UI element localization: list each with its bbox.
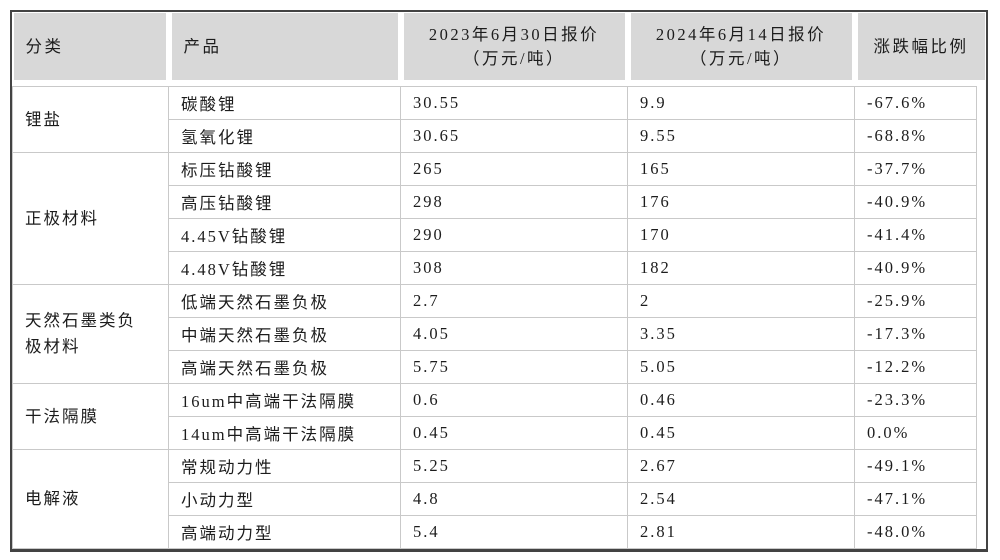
price-2023-cell: 290 (400, 218, 628, 252)
price-table: 分类 产品 2023年6月30日报价 （万元/吨） 2024年6月14日报价 (12, 12, 985, 549)
price-2023-cell: 308 (400, 251, 628, 285)
price-2024-cell: 2.81 (627, 515, 855, 549)
change-cell: 0.0% (854, 416, 977, 450)
change-cell: -48.0% (854, 515, 977, 549)
header-price-2024: 2024年6月14日报价 （万元/吨） (627, 12, 855, 87)
table-row: 高压钻酸锂 298 176 -40.9% (13, 185, 977, 219)
header-category-label: 分类 (25, 36, 64, 56)
table-row: 氢氧化锂 30.65 9.55 -68.8% (13, 119, 977, 153)
price-2023-cell: 298 (400, 185, 628, 219)
header-price-2023: 2023年6月30日报价 （万元/吨） (400, 12, 628, 87)
category-cell: 天然石墨类负极材料 (12, 284, 169, 384)
change-cell: -37.7% (854, 152, 977, 186)
category-cell: 正极材料 (12, 152, 169, 285)
change-cell: -40.9% (854, 185, 977, 219)
price-2023-cell: 4.05 (400, 317, 628, 351)
price-2024-cell: 5.05 (627, 350, 855, 384)
change-cell: -25.9% (854, 284, 977, 318)
price-2023-cell: 5.25 (400, 449, 628, 483)
change-cell: -41.4% (854, 218, 977, 252)
table-row: 14um中高端干法隔膜 0.45 0.45 0.0% (13, 416, 977, 450)
price-2024-cell: 9.55 (627, 119, 855, 153)
header-price-2023-unit: （万元/吨） (462, 48, 566, 68)
header-price-2024-unit: （万元/吨） (689, 48, 793, 68)
product-cell: 4.45V钻酸锂 (168, 218, 401, 252)
header-category: 分类 (12, 12, 169, 87)
price-2024-cell: 2.67 (627, 449, 855, 483)
change-cell: -23.3% (854, 383, 977, 417)
change-cell: -12.2% (854, 350, 977, 384)
header-row: 分类 产品 2023年6月30日报价 （万元/吨） 2024年6月14日报价 (12, 12, 985, 87)
product-cell: 高端天然石墨负极 (168, 350, 401, 384)
price-2024-cell: 182 (627, 251, 855, 285)
product-cell: 氢氧化锂 (168, 119, 401, 153)
product-cell: 14um中高端干法隔膜 (168, 416, 401, 450)
change-cell: -49.1% (854, 449, 977, 483)
price-2024-cell: 0.46 (627, 383, 855, 417)
price-2024-cell: 2 (627, 284, 855, 318)
price-2024-cell: 9.9 (627, 86, 855, 120)
table-row: 高端动力型 5.4 2.81 -48.0% (13, 515, 977, 549)
table-row: 正极材料 标压钻酸锂 265 165 -37.7% (12, 152, 977, 285)
price-2024-cell: 3.35 (627, 317, 855, 351)
price-2024-cell: 2.54 (627, 482, 855, 516)
product-cell: 碳酸锂 (168, 86, 401, 120)
price-comparison-table: 分类 产品 2023年6月30日报价 （万元/吨） 2024年6月14日报价 (10, 10, 988, 552)
price-2023-cell: 30.55 (400, 86, 628, 120)
change-cell: -17.3% (854, 317, 977, 351)
header-product: 产品 (168, 12, 401, 87)
product-cell: 高压钻酸锂 (168, 185, 401, 219)
table-row: 4.48V钻酸锂 308 182 -40.9% (13, 251, 977, 285)
product-cell: 高端动力型 (168, 515, 401, 549)
header-price-2023-title: 2023年6月30日报价 (428, 24, 600, 44)
header-price-2024-title: 2024年6月14日报价 (655, 24, 827, 44)
change-cell: -47.1% (854, 482, 977, 516)
price-2024-cell: 176 (627, 185, 855, 219)
price-2023-cell: 4.8 (400, 482, 628, 516)
price-2023-cell: 0.6 (400, 383, 628, 417)
price-2024-cell: 170 (627, 218, 855, 252)
product-cell: 小动力型 (168, 482, 401, 516)
price-2023-cell: 5.75 (400, 350, 628, 384)
change-cell: -68.8% (854, 119, 977, 153)
product-cell: 低端天然石墨负极 (168, 284, 401, 318)
header-change: 涨跌幅比例 (854, 12, 985, 87)
table-row: 中端天然石墨负极 4.05 3.35 -17.3% (13, 317, 977, 351)
price-2023-cell: 2.7 (400, 284, 628, 318)
price-2023-cell: 0.45 (400, 416, 628, 450)
table-row: 干法隔膜 16um中高端干法隔膜 0.6 0.46 -23.3% (12, 383, 977, 450)
table-row: 小动力型 4.8 2.54 -47.1% (13, 482, 977, 516)
price-2023-cell: 265 (400, 152, 628, 186)
header-change-label: 涨跌幅比例 (873, 36, 969, 56)
product-cell: 常规动力性 (168, 449, 401, 483)
product-cell: 16um中高端干法隔膜 (168, 383, 401, 417)
product-cell: 4.48V钻酸锂 (168, 251, 401, 285)
category-cell: 干法隔膜 (12, 383, 169, 450)
product-cell: 中端天然石墨负极 (168, 317, 401, 351)
change-cell: -40.9% (854, 251, 977, 285)
price-2023-cell: 30.65 (400, 119, 628, 153)
category-cell: 锂盐 (12, 86, 169, 153)
table-row: 锂盐 碳酸锂 30.55 9.9 -67.6% (12, 86, 977, 153)
change-cell: -67.6% (854, 86, 977, 120)
table-row: 天然石墨类负极材料 低端天然石墨负极 2.7 2 -25.9% (12, 284, 977, 384)
table-row: 高端天然石墨负极 5.75 5.05 -12.2% (13, 350, 977, 384)
product-cell: 标压钻酸锂 (168, 152, 401, 186)
price-2024-cell: 165 (627, 152, 855, 186)
table-row: 电解液 常规动力性 5.25 2.67 -49.1% (12, 449, 977, 549)
price-2024-cell: 0.45 (627, 416, 855, 450)
price-2023-cell: 5.4 (400, 515, 628, 549)
header-product-label: 产品 (183, 36, 222, 56)
table-row: 4.45V钻酸锂 290 170 -41.4% (13, 218, 977, 252)
category-cell: 电解液 (12, 449, 169, 549)
